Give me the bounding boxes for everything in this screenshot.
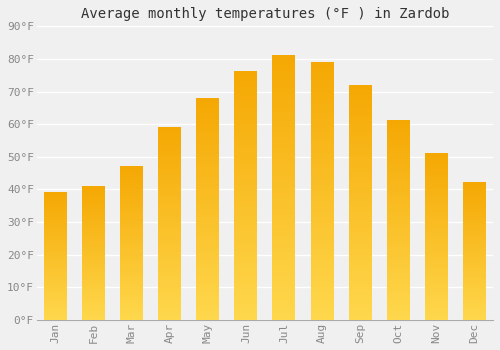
- Title: Average monthly temperatures (°F ) in Zardob: Average monthly temperatures (°F ) in Za…: [80, 7, 449, 21]
